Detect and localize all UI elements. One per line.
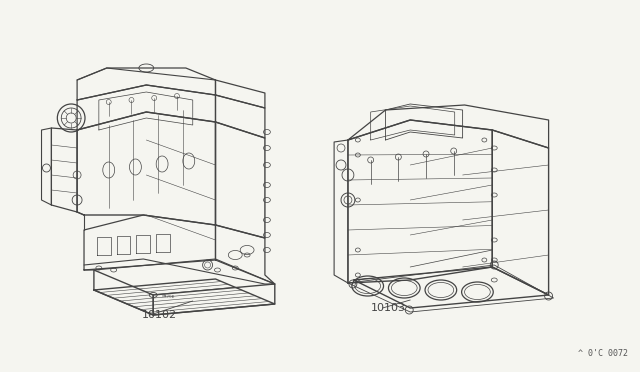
Text: 10102: 10102 bbox=[141, 310, 177, 320]
Text: ^ 0'C 0072: ^ 0'C 0072 bbox=[579, 349, 628, 358]
Text: 10103: 10103 bbox=[371, 303, 406, 313]
Text: KA20E: KA20E bbox=[161, 294, 175, 299]
